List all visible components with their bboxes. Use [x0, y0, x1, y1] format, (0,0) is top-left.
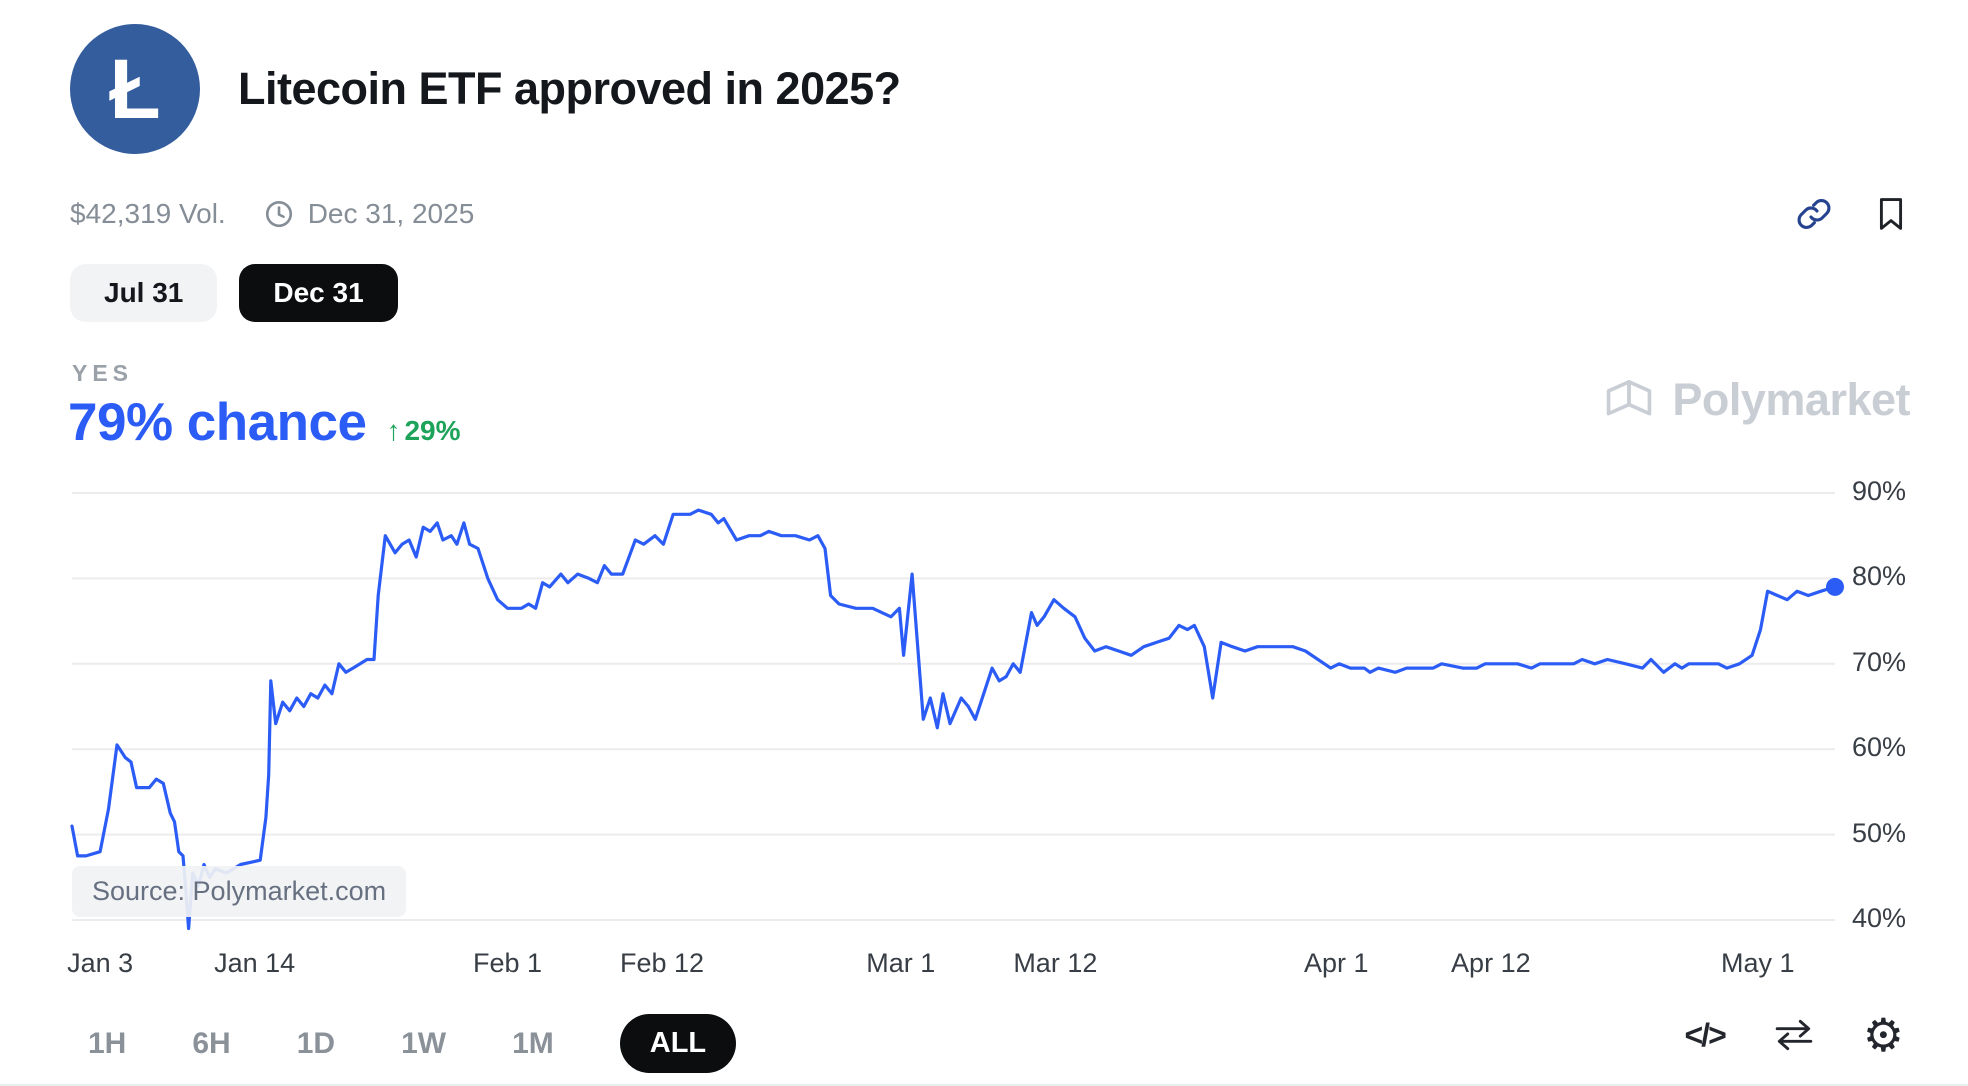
chance-change-value: 29%: [404, 415, 461, 446]
probability-line: [70, 508, 1837, 931]
timeframe-6h[interactable]: 6H: [192, 1026, 231, 1060]
current-price-dot: [1826, 577, 1844, 596]
litecoin-logo-letter: Ł: [109, 41, 161, 136]
timeframe-1h[interactable]: 1H: [88, 1026, 127, 1060]
bookmark-icon[interactable]: [1876, 196, 1906, 232]
date-tab-jul-31[interactable]: Jul 31: [70, 264, 218, 322]
up-arrow-icon: ↑: [386, 415, 401, 446]
x-axis-label: Mar 1: [866, 948, 936, 978]
x-axis-label: Feb 12: [619, 948, 705, 978]
x-axis-label: Jan 3: [67, 948, 134, 978]
embed-code-icon[interactable]: </>: [1684, 1016, 1726, 1053]
x-axis-label: Feb 1: [472, 948, 542, 978]
market-title: Litecoin ETF approved in 2025?: [238, 63, 901, 114]
litecoin-logo: Ł: [70, 24, 200, 154]
x-axis-label: Apr 1: [1304, 948, 1369, 978]
x-axis-label: Jan 14: [214, 948, 296, 978]
chart-control-icons: </> ⚙: [1684, 1012, 1904, 1058]
y-axis-label: 80%: [1852, 561, 1907, 592]
y-axis-label: 60%: [1852, 732, 1907, 763]
polymarket-watermark: Polymarket: [1604, 374, 1910, 426]
chart-plot-area[interactable]: [70, 480, 1844, 945]
x-axis-label: May 1: [1720, 948, 1795, 978]
chance-change-badge: ↑ 29%: [386, 415, 460, 447]
settings-gear-icon[interactable]: ⚙: [1862, 1009, 1904, 1061]
timeframe-1m[interactable]: 1M: [512, 1026, 554, 1060]
timeframe-1d[interactable]: 1D: [296, 1026, 336, 1060]
market-meta-row: $42,319 Vol. Dec 31, 2025: [70, 196, 1906, 232]
timeframe-1w[interactable]: 1W: [401, 1026, 447, 1060]
polymarket-wordmark: Polymarket: [1672, 374, 1910, 425]
chance-value: 79% chance: [68, 393, 367, 452]
end-date-label: Dec 31, 2025: [307, 198, 475, 229]
outcome-label: YES: [72, 360, 134, 386]
swap-arrows-icon[interactable]: [1773, 1018, 1815, 1052]
header-action-icons: [1796, 196, 1906, 232]
chance-row: 79% chance ↑ 29%: [68, 392, 461, 453]
x-axis-label: Apr 12: [1451, 948, 1531, 978]
timeframe-all[interactable]: ALL: [619, 1014, 737, 1073]
clock-icon: [264, 199, 294, 229]
y-axis-label: 70%: [1852, 646, 1907, 677]
y-axis-label: 40%: [1852, 903, 1907, 933]
y-axis-label: 50%: [1852, 817, 1907, 848]
date-tab-dec-31[interactable]: Dec 31: [239, 264, 398, 322]
x-axis-label: Mar 12: [1013, 948, 1098, 978]
market-header: Ł Litecoin ETF approved in 2025?: [70, 24, 901, 154]
copy-link-icon[interactable]: [1796, 196, 1832, 232]
volume-label: $42,319 Vol.: [70, 198, 226, 229]
date-tabs: Jul 31 Dec 31: [70, 264, 398, 322]
polymarket-logo-icon: [1604, 377, 1654, 423]
timeframe-selector: 1H 6H 1D 1W 1M ALL: [88, 1014, 737, 1073]
y-axis-label: 90%: [1852, 476, 1907, 506]
